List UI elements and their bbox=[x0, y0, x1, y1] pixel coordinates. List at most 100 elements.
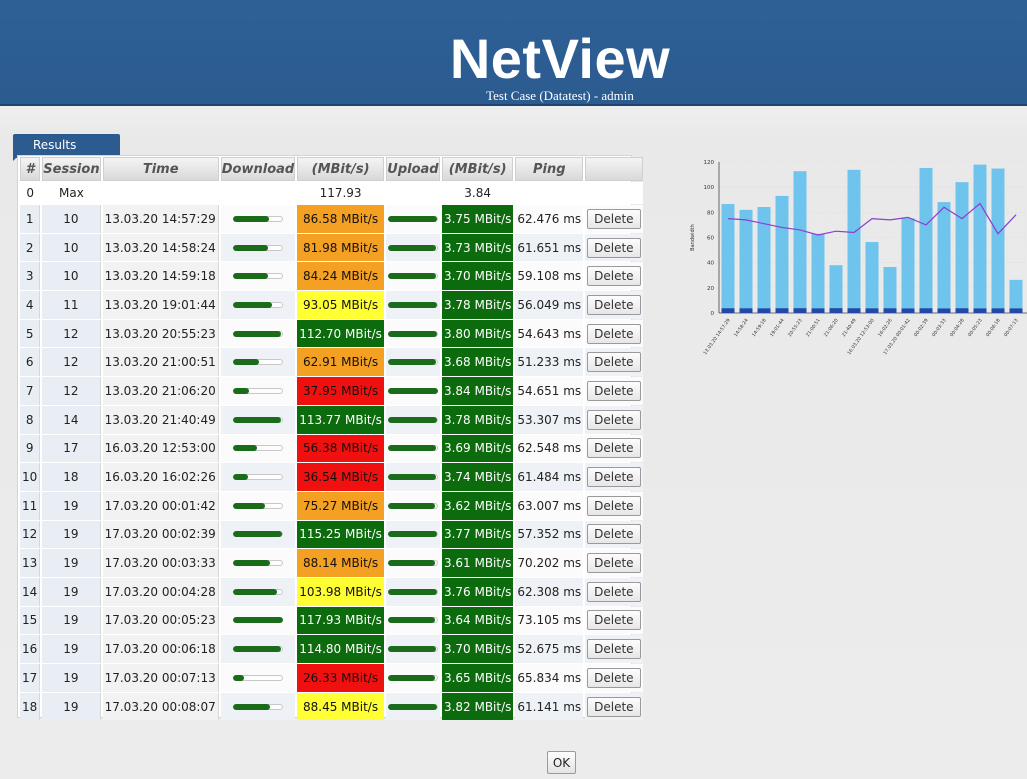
chart-y-tick-label: 40 bbox=[707, 261, 714, 267]
tab-results[interactable]: Results bbox=[13, 134, 120, 158]
row-number: 1 bbox=[20, 205, 41, 233]
download-progress-fill bbox=[232, 416, 281, 423]
row-number: 6 bbox=[20, 348, 41, 377]
chart-bar-download bbox=[829, 265, 843, 313]
upload-progress-bar bbox=[387, 502, 438, 509]
upload-progress-bar bbox=[387, 674, 438, 681]
upload-progress-fill bbox=[387, 416, 437, 423]
row-ping: 53.307 ms bbox=[515, 405, 584, 434]
delete-button[interactable]: Delete bbox=[587, 409, 641, 430]
delete-button[interactable]: Delete bbox=[587, 438, 641, 459]
max-row-num: 0 bbox=[20, 182, 41, 204]
upload-progress-bar bbox=[387, 474, 438, 481]
row-download-speed: 88.14 MBit/s bbox=[297, 549, 384, 577]
row-session: 12 bbox=[42, 348, 101, 377]
row-download-speed: 88.45 MBit/s bbox=[297, 692, 384, 721]
upload-bar-cell bbox=[385, 606, 440, 635]
row-upload-speed: 3.65 MBit/s bbox=[441, 664, 514, 692]
row-number: 3 bbox=[20, 262, 41, 291]
row-number: 11 bbox=[20, 491, 41, 520]
download-progress-fill bbox=[232, 359, 260, 366]
row-session: 19 bbox=[42, 491, 101, 520]
row-upload-speed: 3.80 MBit/s bbox=[441, 319, 514, 348]
row-session: 19 bbox=[42, 692, 101, 721]
chart-bar-upload bbox=[793, 308, 807, 313]
delete-button[interactable]: Delete bbox=[587, 237, 641, 258]
delete-button[interactable]: Delete bbox=[587, 266, 641, 287]
row-time: 13.03.20 19:01:44 bbox=[102, 291, 219, 319]
chart-y-axis-label: Bandwidth bbox=[690, 224, 696, 251]
delete-button[interactable]: Delete bbox=[587, 467, 641, 488]
row-action: Delete bbox=[585, 463, 643, 491]
table-row: 11 19 17.03.20 00:01:42 75.27 MBit/s 3.62 MB… bbox=[20, 491, 643, 520]
delete-button[interactable]: Delete bbox=[587, 352, 641, 373]
download-bar-cell bbox=[220, 606, 296, 635]
row-download-speed: 114.80 MBit/s bbox=[297, 635, 384, 663]
upload-progress-fill bbox=[387, 646, 436, 653]
download-progress-bar bbox=[232, 560, 283, 567]
max-row-ping bbox=[515, 182, 584, 204]
row-number: 4 bbox=[20, 291, 41, 319]
chart-x-tick-label: 00:03:33 bbox=[931, 318, 948, 338]
upload-progress-fill bbox=[387, 215, 437, 222]
chart-bar-upload bbox=[955, 308, 969, 313]
delete-button[interactable]: Delete bbox=[587, 553, 641, 574]
upload-bar-cell bbox=[385, 635, 440, 663]
table-row: 16 19 17.03.20 00:06:18 114.80 MBit/s 3.70 M… bbox=[20, 635, 643, 663]
chart-x-tick-label: 13.03.20 14:57:29 bbox=[702, 318, 731, 356]
upload-bar-cell bbox=[385, 520, 440, 549]
max-row-download: 117.93 bbox=[297, 182, 384, 204]
row-ping: 54.651 ms bbox=[515, 377, 584, 405]
download-progress-fill bbox=[232, 215, 270, 222]
chart-bar-download bbox=[919, 167, 933, 313]
row-time: 17.03.20 00:04:28 bbox=[102, 577, 219, 606]
table-row: 5 12 13.03.20 20:55:23 112.70 MBit/s 3.80 MB… bbox=[20, 319, 643, 348]
row-session: 18 bbox=[42, 463, 101, 491]
delete-button[interactable]: Delete bbox=[587, 208, 641, 229]
download-bar-cell bbox=[220, 635, 296, 663]
row-time: 16.03.20 16:02:26 bbox=[102, 463, 219, 491]
download-bar-cell bbox=[220, 348, 296, 377]
download-progress-bar bbox=[232, 273, 283, 280]
chart-x-tick-label: 21:06:20 bbox=[823, 318, 840, 338]
delete-button[interactable]: Delete bbox=[587, 667, 641, 688]
delete-button[interactable]: Delete bbox=[587, 524, 641, 545]
column-header: Upload bbox=[385, 157, 440, 181]
upload-bar-cell bbox=[385, 348, 440, 377]
row-time: 13.03.20 21:00:51 bbox=[102, 348, 219, 377]
table-row: 15 19 17.03.20 00:05:23 117.93 MBit/s 3.64 M… bbox=[20, 606, 643, 635]
upload-progress-fill bbox=[387, 502, 435, 509]
delete-button[interactable]: Delete bbox=[587, 581, 641, 602]
download-bar-cell bbox=[220, 319, 296, 348]
row-ping: 59.108 ms bbox=[515, 262, 584, 291]
row-time: 13.03.20 21:06:20 bbox=[102, 377, 219, 405]
delete-button[interactable]: Delete bbox=[587, 323, 641, 344]
delete-button[interactable]: Delete bbox=[587, 639, 641, 660]
bandwidth-chart: 0 20 40 60 80 100 120 Bandwidth 13.03.20 14:57:2… bbox=[690, 160, 1027, 356]
chart-bar-upload bbox=[991, 308, 1005, 313]
row-time: 13.03.20 21:40:49 bbox=[102, 405, 219, 434]
delete-button[interactable]: Delete bbox=[587, 495, 641, 516]
ok-button[interactable]: OK bbox=[547, 751, 576, 774]
upload-progress-bar bbox=[387, 560, 438, 567]
delete-button[interactable]: Delete bbox=[587, 696, 641, 717]
delete-button[interactable]: Delete bbox=[587, 610, 641, 631]
upload-bar-cell bbox=[385, 434, 440, 463]
chart-bar-upload bbox=[901, 308, 915, 313]
delete-button[interactable]: Delete bbox=[587, 294, 641, 315]
row-number: 5 bbox=[20, 319, 41, 348]
download-progress-bar bbox=[232, 359, 283, 366]
delete-button[interactable]: Delete bbox=[587, 380, 641, 401]
row-download-speed: 84.24 MBit/s bbox=[297, 262, 384, 291]
download-bar-cell bbox=[220, 520, 296, 549]
upload-progress-bar bbox=[387, 646, 438, 653]
row-ping: 65.834 ms bbox=[515, 664, 584, 692]
upload-progress-fill bbox=[387, 359, 436, 366]
upload-progress-bar bbox=[387, 215, 438, 222]
download-progress-bar bbox=[232, 387, 283, 394]
download-bar-cell bbox=[220, 577, 296, 606]
upload-progress-bar bbox=[387, 416, 438, 423]
column-header: Time bbox=[102, 157, 219, 181]
upload-bar-cell bbox=[385, 577, 440, 606]
upload-progress-bar bbox=[387, 531, 438, 538]
